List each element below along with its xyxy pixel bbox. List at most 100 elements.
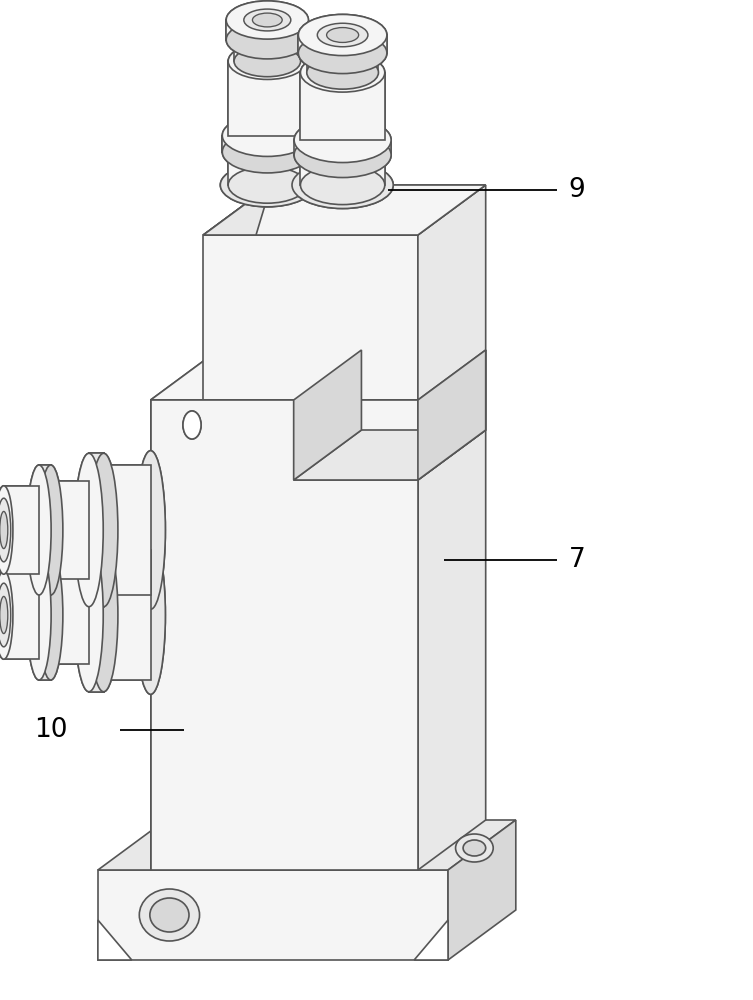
Ellipse shape (292, 161, 393, 209)
Ellipse shape (300, 53, 385, 92)
Polygon shape (228, 152, 306, 185)
Ellipse shape (226, 1, 309, 39)
Ellipse shape (306, 56, 379, 89)
Ellipse shape (0, 511, 8, 549)
Ellipse shape (252, 13, 282, 27)
Polygon shape (414, 920, 448, 960)
Polygon shape (234, 40, 300, 61)
Ellipse shape (41, 481, 59, 579)
Ellipse shape (294, 117, 391, 163)
Polygon shape (300, 73, 385, 140)
Polygon shape (98, 920, 132, 960)
Polygon shape (4, 486, 39, 574)
Ellipse shape (244, 9, 291, 31)
Ellipse shape (228, 167, 306, 203)
Polygon shape (294, 430, 486, 480)
Ellipse shape (234, 46, 300, 77)
Ellipse shape (0, 583, 11, 647)
Polygon shape (98, 820, 516, 870)
Ellipse shape (38, 550, 62, 680)
Ellipse shape (0, 498, 11, 562)
Ellipse shape (294, 132, 391, 178)
Polygon shape (151, 350, 486, 400)
Ellipse shape (0, 498, 11, 562)
Polygon shape (98, 870, 448, 960)
Ellipse shape (306, 56, 379, 89)
Polygon shape (50, 566, 89, 664)
Ellipse shape (27, 550, 51, 680)
Polygon shape (203, 185, 486, 235)
Polygon shape (300, 73, 385, 140)
Ellipse shape (296, 163, 389, 207)
Ellipse shape (38, 465, 62, 595)
Polygon shape (50, 481, 89, 579)
Polygon shape (306, 53, 379, 73)
Polygon shape (294, 350, 361, 480)
Polygon shape (300, 155, 385, 185)
Ellipse shape (41, 481, 59, 579)
Ellipse shape (317, 23, 368, 47)
Polygon shape (418, 350, 486, 480)
Ellipse shape (0, 596, 8, 634)
Ellipse shape (27, 550, 51, 680)
Ellipse shape (327, 28, 358, 42)
Ellipse shape (228, 167, 306, 203)
Text: 7: 7 (569, 547, 585, 573)
Ellipse shape (221, 163, 314, 207)
Ellipse shape (234, 46, 300, 77)
Polygon shape (294, 140, 391, 155)
Polygon shape (89, 538, 104, 692)
Ellipse shape (41, 566, 59, 664)
Ellipse shape (0, 511, 8, 549)
Polygon shape (300, 155, 385, 185)
Ellipse shape (92, 465, 116, 595)
Ellipse shape (221, 163, 314, 207)
Polygon shape (226, 20, 309, 40)
Ellipse shape (224, 165, 311, 205)
Polygon shape (4, 571, 39, 659)
Polygon shape (234, 40, 300, 61)
Polygon shape (151, 400, 418, 870)
Ellipse shape (90, 538, 118, 692)
Polygon shape (298, 35, 387, 53)
Polygon shape (418, 350, 486, 480)
Polygon shape (151, 350, 361, 400)
Ellipse shape (300, 135, 385, 175)
Ellipse shape (150, 898, 189, 932)
Text: 9: 9 (569, 177, 585, 203)
Polygon shape (226, 20, 309, 40)
Polygon shape (228, 152, 306, 185)
Ellipse shape (0, 596, 8, 634)
Ellipse shape (92, 550, 116, 680)
Ellipse shape (226, 21, 309, 59)
Polygon shape (228, 61, 306, 136)
Ellipse shape (317, 23, 368, 47)
Ellipse shape (136, 536, 166, 694)
Ellipse shape (139, 889, 200, 941)
Ellipse shape (298, 32, 387, 74)
Ellipse shape (27, 465, 51, 595)
Ellipse shape (0, 583, 11, 647)
Ellipse shape (38, 550, 62, 680)
Ellipse shape (0, 571, 13, 659)
Ellipse shape (244, 9, 291, 31)
Ellipse shape (222, 131, 312, 173)
Polygon shape (203, 185, 486, 235)
Polygon shape (418, 350, 486, 870)
Polygon shape (222, 136, 312, 152)
Polygon shape (203, 235, 418, 400)
Polygon shape (151, 400, 418, 870)
Ellipse shape (298, 32, 387, 74)
Ellipse shape (228, 43, 306, 79)
Ellipse shape (463, 840, 486, 856)
Ellipse shape (183, 411, 201, 439)
Ellipse shape (298, 14, 387, 56)
Ellipse shape (222, 115, 312, 156)
Ellipse shape (183, 411, 201, 439)
Ellipse shape (90, 453, 118, 607)
Ellipse shape (75, 453, 103, 607)
Ellipse shape (226, 21, 309, 59)
Ellipse shape (90, 538, 118, 692)
Polygon shape (39, 465, 50, 595)
Ellipse shape (298, 14, 387, 56)
